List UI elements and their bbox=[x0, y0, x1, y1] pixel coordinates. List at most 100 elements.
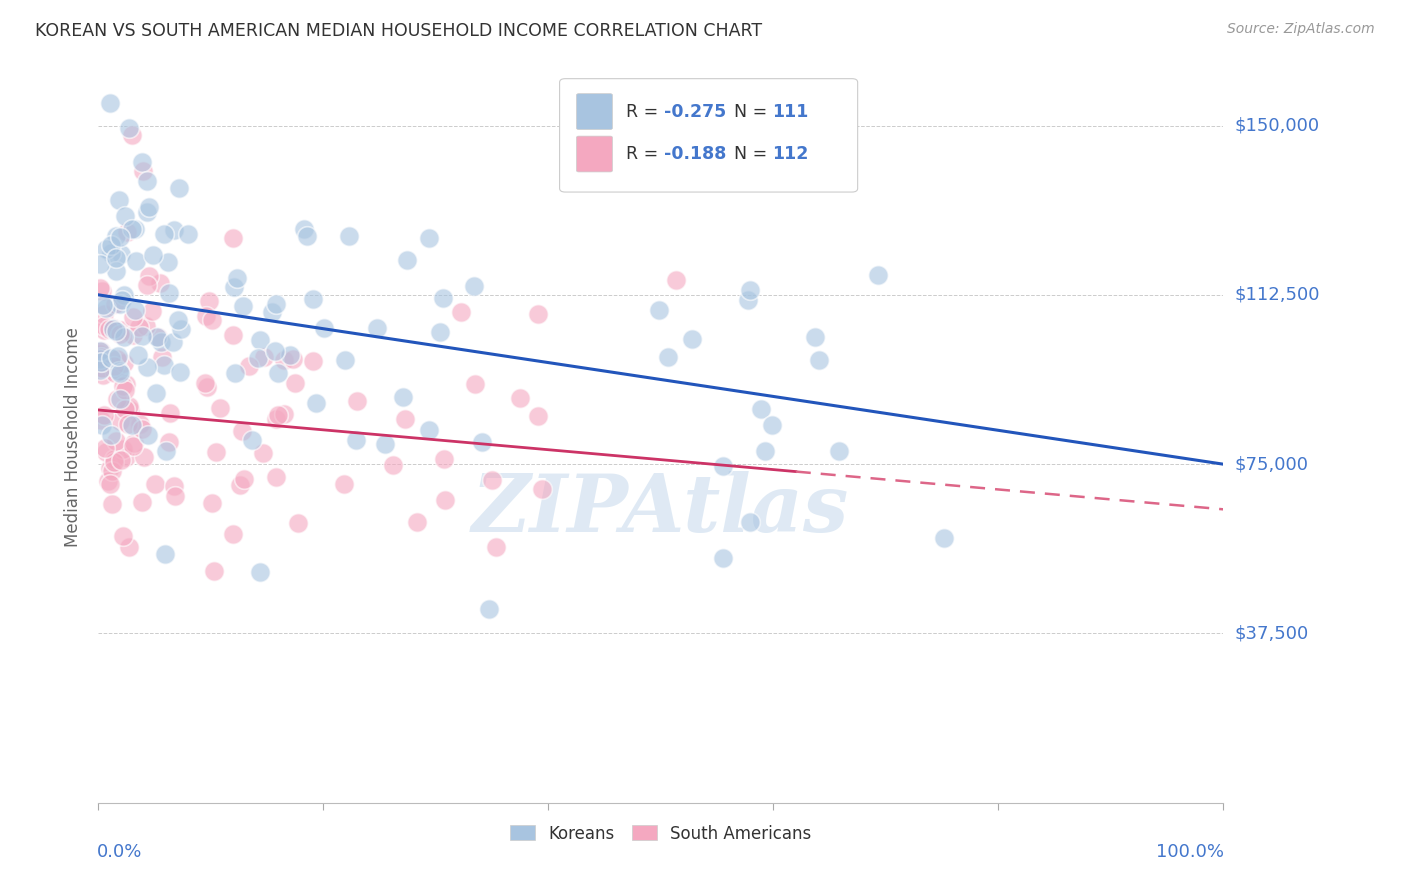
Point bbox=[335, 353, 357, 368]
Point bbox=[681, 332, 703, 346]
Point bbox=[110, 453, 132, 467]
Point bbox=[222, 527, 245, 541]
Point bbox=[297, 229, 319, 244]
Point bbox=[115, 376, 138, 391]
Point bbox=[90, 413, 112, 427]
Point bbox=[238, 359, 260, 373]
Point bbox=[267, 366, 290, 380]
Legend: Koreans, South Americans: Koreans, South Americans bbox=[503, 818, 818, 849]
Point bbox=[122, 436, 145, 450]
Point bbox=[91, 284, 114, 298]
Point bbox=[103, 452, 125, 467]
Point bbox=[146, 330, 169, 344]
Point bbox=[167, 312, 190, 326]
Point bbox=[121, 310, 143, 324]
Point bbox=[93, 318, 115, 333]
Point bbox=[152, 358, 174, 372]
Point bbox=[104, 324, 127, 338]
FancyBboxPatch shape bbox=[576, 94, 613, 129]
Point bbox=[648, 303, 671, 318]
Point bbox=[108, 296, 131, 310]
Point bbox=[932, 531, 955, 545]
Point bbox=[201, 496, 224, 510]
Point bbox=[136, 359, 159, 374]
Text: N =: N = bbox=[734, 145, 773, 163]
Point bbox=[89, 346, 111, 360]
Point bbox=[90, 417, 112, 432]
Point bbox=[224, 367, 246, 381]
Point bbox=[118, 120, 141, 135]
Point bbox=[481, 473, 503, 487]
Text: Source: ZipAtlas.com: Source: ZipAtlas.com bbox=[1227, 22, 1375, 37]
Point bbox=[101, 464, 124, 478]
Point bbox=[240, 434, 263, 448]
Point bbox=[107, 392, 129, 406]
Point bbox=[112, 442, 135, 456]
Point bbox=[118, 540, 141, 554]
Point bbox=[406, 516, 429, 530]
Point bbox=[201, 313, 224, 327]
Point bbox=[527, 409, 550, 424]
Point bbox=[101, 497, 124, 511]
Text: ZIPAtlas: ZIPAtlas bbox=[472, 472, 849, 549]
Point bbox=[273, 353, 295, 368]
Point bbox=[146, 330, 169, 344]
Point bbox=[104, 264, 127, 278]
Point bbox=[93, 298, 115, 312]
Point bbox=[249, 333, 271, 347]
Point bbox=[749, 402, 772, 417]
Text: -0.188: -0.188 bbox=[664, 145, 727, 163]
Point bbox=[509, 391, 531, 405]
Point bbox=[737, 293, 759, 308]
Point bbox=[89, 351, 111, 366]
Point bbox=[90, 343, 112, 358]
Point bbox=[114, 401, 136, 416]
Point bbox=[115, 225, 138, 239]
Point bbox=[107, 352, 129, 367]
Point bbox=[527, 307, 550, 321]
Text: 100.0%: 100.0% bbox=[1156, 843, 1225, 861]
Point bbox=[264, 297, 287, 311]
Point bbox=[132, 163, 155, 178]
Point bbox=[100, 245, 122, 260]
Point bbox=[101, 322, 124, 336]
Point bbox=[157, 435, 180, 450]
Point bbox=[163, 479, 186, 493]
Point bbox=[110, 323, 132, 337]
Point bbox=[89, 256, 111, 270]
Point bbox=[432, 291, 454, 305]
Point bbox=[155, 444, 177, 458]
Point bbox=[195, 380, 218, 394]
Point bbox=[177, 227, 200, 242]
Text: 0.0%: 0.0% bbox=[97, 843, 142, 861]
Point bbox=[156, 255, 179, 269]
Point bbox=[281, 352, 304, 367]
Point bbox=[108, 364, 131, 378]
Point bbox=[167, 181, 190, 195]
FancyBboxPatch shape bbox=[560, 78, 858, 192]
Point bbox=[264, 412, 287, 426]
Point bbox=[107, 349, 129, 363]
Point bbox=[205, 445, 228, 459]
Point bbox=[478, 601, 501, 615]
Text: -0.275: -0.275 bbox=[664, 103, 727, 120]
Point bbox=[740, 283, 762, 297]
Point bbox=[253, 350, 276, 364]
Point bbox=[131, 422, 153, 436]
Point bbox=[136, 205, 159, 219]
Point bbox=[112, 330, 135, 344]
Point bbox=[170, 322, 193, 336]
Text: $37,500: $37,500 bbox=[1234, 624, 1309, 642]
Point bbox=[125, 254, 148, 268]
Point bbox=[94, 301, 117, 315]
Point bbox=[232, 299, 254, 313]
Point bbox=[98, 95, 121, 110]
Point bbox=[222, 327, 245, 342]
Point bbox=[267, 409, 290, 423]
Point bbox=[346, 433, 368, 447]
Point bbox=[292, 221, 315, 235]
Point bbox=[100, 351, 122, 366]
Point bbox=[111, 293, 134, 307]
Point bbox=[149, 335, 172, 350]
Point bbox=[808, 353, 831, 368]
